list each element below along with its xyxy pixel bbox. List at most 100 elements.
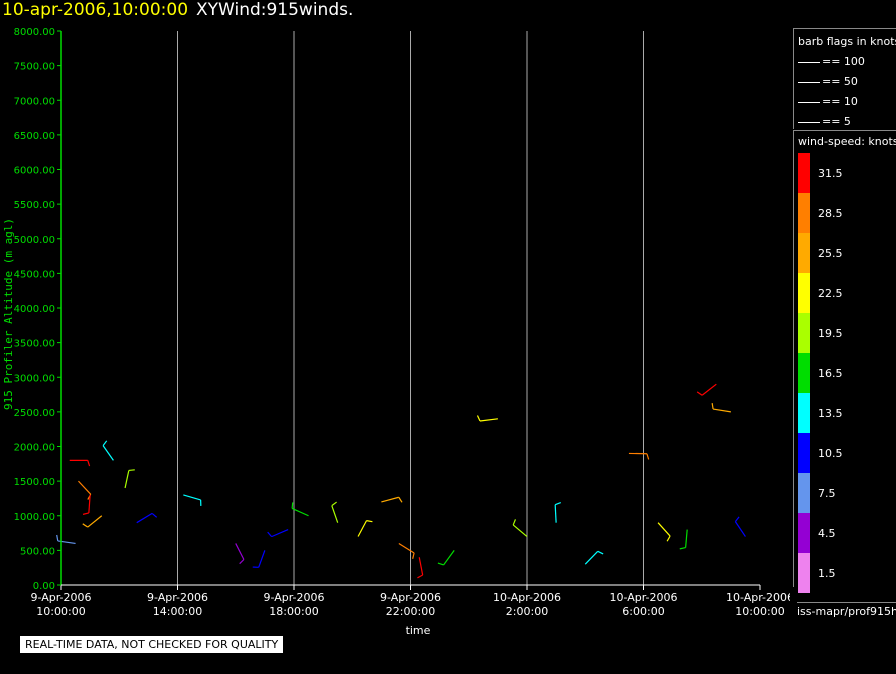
wind-speed-swatch xyxy=(798,273,810,313)
wind-barb xyxy=(657,522,671,542)
wind-barb xyxy=(102,440,114,461)
wind-speed-swatch xyxy=(798,553,810,593)
wind-speed-swatch xyxy=(798,193,810,233)
wind-speed-label: 16.5 xyxy=(818,367,843,380)
x-tick-label-date: 9-Apr-2006 xyxy=(30,591,91,604)
y-tick-label: 3500.00 xyxy=(14,339,55,350)
x-tick-label-date: 9-Apr-2006 xyxy=(147,591,208,604)
wind-barb xyxy=(696,383,717,396)
legend-panel: barb flags in knots == 100 == 50 == 10 == 5… xyxy=(793,28,896,624)
y-tick-label: 4500.00 xyxy=(14,269,55,280)
wind-barb xyxy=(584,550,604,565)
wind-speed-swatch xyxy=(798,353,810,393)
wind-barb xyxy=(711,403,731,413)
x-tick-label-time: 6:00:00 xyxy=(622,605,664,618)
barb-legend-row: == 100 xyxy=(798,55,865,68)
wind-speed-swatch xyxy=(798,233,810,273)
y-tick-label: 3000.00 xyxy=(14,373,55,384)
y-tick-label: 6500.00 xyxy=(14,131,55,142)
chart-title: XYWind:915winds. xyxy=(196,0,354,20)
y-tick-label: 6000.00 xyxy=(14,166,55,177)
wind-speed-label: 13.5 xyxy=(818,407,843,420)
barb-legend-label: == 10 xyxy=(822,95,858,108)
wind-speed-swatch xyxy=(798,313,810,353)
x-tick-label-date: 10-Apr-2006 xyxy=(609,591,677,604)
wind-barb xyxy=(357,520,373,537)
wind-barb xyxy=(734,516,746,537)
y-tick-label: 7000.00 xyxy=(14,96,55,107)
data-source-path: iss-mapr/prof915h xyxy=(797,602,896,618)
wind-speed-label: 4.5 xyxy=(818,527,836,540)
x-tick-label-date: 10-Apr-2006 xyxy=(493,591,561,604)
wind-barb xyxy=(136,512,158,524)
wind-speed-swatch xyxy=(798,393,810,433)
x-tick-label-time: 14:00:00 xyxy=(153,605,202,618)
wind-barb xyxy=(437,550,455,566)
wind-speed-legend-title: wind-speed: knots xyxy=(798,135,896,148)
wind-barb xyxy=(398,542,415,559)
wind-barb xyxy=(512,519,528,537)
y-tick-label: 0.00 xyxy=(33,581,55,592)
axes: 9-Apr-200610:00:009-Apr-200614:00:009-Ap… xyxy=(14,27,790,618)
wind-barb xyxy=(417,557,424,579)
wind-speed-swatch xyxy=(798,153,810,193)
wind-barb xyxy=(291,502,309,517)
x-axis-label: time xyxy=(406,624,431,637)
wind-barb xyxy=(235,543,245,565)
x-tick-label-time: 22:00:00 xyxy=(386,605,435,618)
x-tick-label-date: 9-Apr-2006 xyxy=(263,591,324,604)
barb-legend-label: == 5 xyxy=(822,115,851,128)
wind-speed-swatch xyxy=(798,433,810,473)
barb-legend-row: == 50 xyxy=(798,75,858,88)
wind-speed-swatch xyxy=(798,513,810,553)
wind-barb xyxy=(554,501,561,523)
wind-barb xyxy=(628,452,650,460)
wind-barb xyxy=(56,534,76,545)
wind-speed-label: 19.5 xyxy=(818,327,843,340)
wind-barb xyxy=(267,529,289,538)
wind-barb xyxy=(82,515,103,528)
y-tick-label: 1500.00 xyxy=(14,477,55,488)
wind-barb xyxy=(78,480,92,500)
x-tick-label-time: 18:00:00 xyxy=(269,605,318,618)
wind-barb xyxy=(252,550,266,568)
y-tick-label: 2500.00 xyxy=(14,408,55,419)
x-tick-label-time: 10:00:00 xyxy=(735,605,784,618)
wind-barb xyxy=(82,494,91,515)
barb-legend-label: == 50 xyxy=(822,75,858,88)
date-title: 10-apr-2006,10:00:00 xyxy=(2,0,189,20)
y-axis-label: 915 Profiler Altitude (m agl) xyxy=(2,218,15,410)
y-tick-label: 2000.00 xyxy=(14,443,55,454)
wind-barb xyxy=(124,469,135,489)
y-tick-label: 500.00 xyxy=(20,546,55,557)
x-tick-label-time: 10:00:00 xyxy=(36,605,85,618)
y-tick-label: 5500.00 xyxy=(14,200,55,211)
wind-speed-label: 28.5 xyxy=(818,207,843,220)
y-tick-label: 1000.00 xyxy=(14,512,55,523)
grid-lines xyxy=(177,31,644,585)
wind-speed-label: 25.5 xyxy=(818,247,843,260)
wind-barbs xyxy=(56,383,746,579)
x-tick-label-date: 9-Apr-2006 xyxy=(380,591,441,604)
wind-speed-label: 1.5 xyxy=(818,567,836,580)
wind-speed-label: 7.5 xyxy=(818,487,836,500)
wind-barb xyxy=(69,459,91,467)
wind-barb xyxy=(183,494,202,506)
wind-barb xyxy=(381,496,403,503)
quality-notice: REAL-TIME DATA, NOT CHECKED FOR QUALITY xyxy=(20,636,284,653)
y-tick-label: 4000.00 xyxy=(14,304,55,315)
barb-legend-row: == 10 xyxy=(798,95,858,108)
wind-speed-label: 10.5 xyxy=(818,447,843,460)
wind-speed-legend: wind-speed: knots 31.5 28.5 25.5 22.5 19.5 16… xyxy=(793,130,896,593)
x-tick-label-date: 10-Apr-2006 xyxy=(726,591,790,604)
y-tick-label: 8000.00 xyxy=(14,27,55,38)
wind-speed-swatch xyxy=(798,473,810,513)
barb-legend: barb flags in knots == 100 == 50 == 10 == 5 xyxy=(793,28,896,129)
y-tick-label: 5000.00 xyxy=(14,235,55,246)
x-tick-label-time: 2:00:00 xyxy=(506,605,548,618)
y-tick-label: 7500.00 xyxy=(14,62,55,73)
wind-barb xyxy=(679,529,688,550)
barb-legend-title: barb flags in knots xyxy=(798,35,896,48)
barb-legend-row: == 5 xyxy=(798,115,851,128)
wind-barb xyxy=(331,501,339,523)
